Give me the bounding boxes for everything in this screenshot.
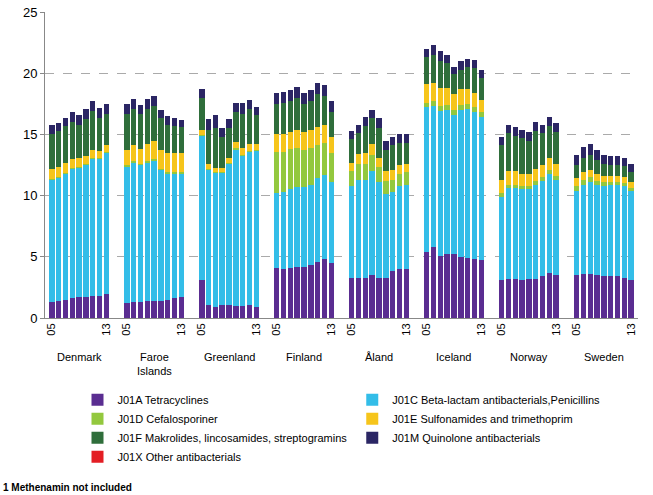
svg-text:J01A Tetracyclines: J01A Tetracyclines (118, 394, 209, 406)
svg-text:Iceland: Iceland (436, 351, 471, 363)
svg-text:05: 05 (195, 323, 207, 335)
svg-text:05: 05 (120, 323, 132, 335)
svg-text:13: 13 (100, 323, 112, 335)
svg-text:Greenland: Greenland (204, 351, 255, 363)
svg-text:Sweden: Sweden (584, 351, 624, 363)
svg-text:5: 5 (30, 249, 37, 264)
svg-text:Norway: Norway (510, 351, 548, 363)
svg-text:Åland: Åland (365, 351, 393, 363)
svg-text:13: 13 (400, 323, 412, 335)
svg-text:05: 05 (570, 323, 582, 335)
svg-text:J01F Makrolides, lincosamides,: J01F Makrolides, lincosamides, streptogr… (118, 432, 348, 444)
svg-text:05: 05 (495, 323, 507, 335)
svg-text:Finland: Finland (286, 351, 322, 363)
svg-text:13: 13 (550, 323, 562, 335)
svg-text:13: 13 (475, 323, 487, 335)
svg-text:13: 13 (175, 323, 187, 335)
svg-text:15: 15 (23, 127, 37, 142)
svg-text:0: 0 (30, 311, 37, 326)
svg-text:25: 25 (23, 5, 37, 20)
svg-text:J01M Quinolone antibacterials: J01M Quinolone antibacterials (392, 432, 540, 444)
svg-text:J01D Cefalosporiner: J01D Cefalosporiner (118, 413, 219, 425)
svg-text:05: 05 (420, 323, 432, 335)
svg-text:20: 20 (23, 66, 37, 81)
svg-text:Denmark: Denmark (57, 351, 102, 363)
svg-text:13: 13 (625, 323, 637, 335)
svg-text:J01X Other antibacterials: J01X Other antibacterials (118, 451, 242, 463)
svg-text:1 Methenamin not included: 1 Methenamin not included (3, 482, 132, 493)
svg-text:J01C Beta-lactam antibacterial: J01C Beta-lactam antibacterials,Penicill… (392, 394, 600, 406)
svg-text:FaroeIslands: FaroeIslands (137, 351, 172, 377)
svg-text:13: 13 (325, 323, 337, 335)
svg-text:10: 10 (23, 188, 37, 203)
svg-text:05: 05 (345, 323, 357, 335)
svg-text:05: 05 (270, 323, 282, 335)
svg-text:05: 05 (45, 323, 57, 335)
svg-text:J01E Sulfonamides and trimetho: J01E Sulfonamides and trimethoprim (392, 413, 572, 425)
svg-text:13: 13 (250, 323, 262, 335)
